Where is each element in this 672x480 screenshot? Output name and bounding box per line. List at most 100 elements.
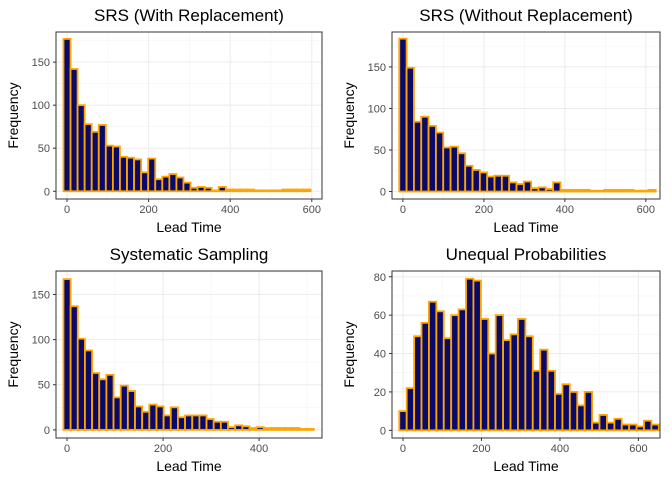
x-axis-label: Lead Time xyxy=(493,219,559,235)
histogram-bar xyxy=(465,277,475,432)
histogram-bar xyxy=(295,188,305,193)
histogram-bar xyxy=(456,152,467,193)
x-tick-label: 400 xyxy=(250,443,268,455)
histogram-bar xyxy=(231,188,241,193)
histogram-bar xyxy=(628,423,638,432)
histogram-bar xyxy=(530,187,540,193)
histogram-bar xyxy=(112,396,122,431)
x-axis-label: Lead Time xyxy=(493,458,559,474)
histogram-bar xyxy=(472,279,482,432)
y-tick-label: 0 xyxy=(44,186,50,198)
x-tick-label: 200 xyxy=(475,204,493,216)
y-tick-label: 50 xyxy=(38,380,50,392)
histogram-bar xyxy=(596,189,606,193)
y-tick-label: 100 xyxy=(368,103,386,115)
histogram-bar xyxy=(119,155,128,193)
panel-title: Systematic Sampling xyxy=(110,245,269,264)
x-tick-label: 600 xyxy=(303,204,321,216)
histogram-bar xyxy=(198,414,208,431)
histogram-bar xyxy=(191,414,201,431)
histogram-bar xyxy=(246,188,255,193)
histogram-bar xyxy=(613,417,623,432)
x-tick-label: 200 xyxy=(472,443,490,455)
histogram-bar xyxy=(84,349,93,431)
histogram-bar xyxy=(262,427,272,431)
histogram-bar xyxy=(650,423,660,432)
histogram-bar xyxy=(591,421,601,432)
histogram-bar xyxy=(227,426,237,431)
histogram-bar xyxy=(561,383,571,432)
histogram-bar xyxy=(141,410,151,431)
panel-4: 0 200 400 600 0 20 40 60 80 Unequal Probabilities… xyxy=(341,245,661,474)
histogram-bar xyxy=(203,186,213,193)
histogram-bar xyxy=(62,278,72,431)
x-tick-label: 0 xyxy=(64,443,70,455)
histogram-bar xyxy=(568,391,579,432)
y-tick-label: 150 xyxy=(368,62,386,74)
x-tick-label: 0 xyxy=(400,443,406,455)
histogram-bar xyxy=(405,66,415,193)
histogram-bar xyxy=(217,186,227,193)
histogram-bar xyxy=(449,145,459,193)
histogram-bar xyxy=(643,419,653,432)
histogram-bar xyxy=(281,188,291,193)
histogram-bar xyxy=(105,373,115,431)
histogram-bar xyxy=(98,378,108,431)
x-tick-label: 0 xyxy=(400,204,406,216)
histogram-bar xyxy=(435,131,445,193)
y-tick-label: 80 xyxy=(374,272,386,284)
histogram-bar xyxy=(442,146,452,193)
histogram-bar xyxy=(83,123,93,193)
histogram-bar xyxy=(288,188,298,193)
histogram-bar xyxy=(537,186,547,193)
histogram-bar xyxy=(640,189,650,193)
panel-title: SRS (Without Replacement) xyxy=(419,6,633,25)
histogram-bar xyxy=(544,188,555,193)
histogram-bar xyxy=(583,391,593,432)
histogram-bar xyxy=(155,405,165,431)
histogram-bar xyxy=(405,387,416,432)
histogram-bar xyxy=(184,414,194,431)
histogram-bar xyxy=(148,403,158,431)
histogram-bar xyxy=(219,420,229,431)
x-tick-label: 400 xyxy=(556,204,574,216)
histogram-bar xyxy=(147,157,157,193)
histogram-bar xyxy=(531,369,542,432)
histogram-bar xyxy=(90,130,100,193)
y-tick-label: 0 xyxy=(380,187,386,199)
y-tick-label: 40 xyxy=(374,349,386,361)
histogram-bar xyxy=(302,188,312,193)
histogram-bar xyxy=(581,188,591,193)
histogram-bar xyxy=(224,188,234,193)
histogram-bar xyxy=(291,427,301,431)
histogram-bar xyxy=(574,188,584,193)
panel-title: SRS (With Replacement) xyxy=(94,6,284,25)
x-tick-label: 400 xyxy=(221,204,239,216)
panel-border xyxy=(55,31,323,200)
histogram-bar xyxy=(471,169,481,193)
histogram-bar xyxy=(450,314,460,432)
histogram-bar xyxy=(97,124,107,193)
y-tick-label: 50 xyxy=(374,145,386,157)
histogram-bar xyxy=(632,189,642,193)
histogram-bar xyxy=(111,145,121,193)
histogram-bar xyxy=(517,318,527,432)
histogram-bar xyxy=(161,175,171,193)
histogram-bar xyxy=(162,414,172,431)
y-tick-label: 50 xyxy=(38,143,50,155)
panel-border xyxy=(391,270,661,439)
histogram-bar xyxy=(69,68,79,193)
histogram-bar xyxy=(239,188,248,193)
histogram-bar xyxy=(478,171,489,193)
histogram-bar xyxy=(134,405,144,431)
histogram-bar xyxy=(241,425,251,431)
histogram-bar xyxy=(502,339,512,432)
histogram-bar xyxy=(133,158,143,193)
histogram-bar xyxy=(566,188,577,193)
x-tick-label: 600 xyxy=(637,204,655,216)
histogram-bar xyxy=(598,414,608,432)
histogram-bar xyxy=(255,426,265,431)
histogram-bar xyxy=(479,318,490,432)
histogram-bar xyxy=(539,348,549,432)
